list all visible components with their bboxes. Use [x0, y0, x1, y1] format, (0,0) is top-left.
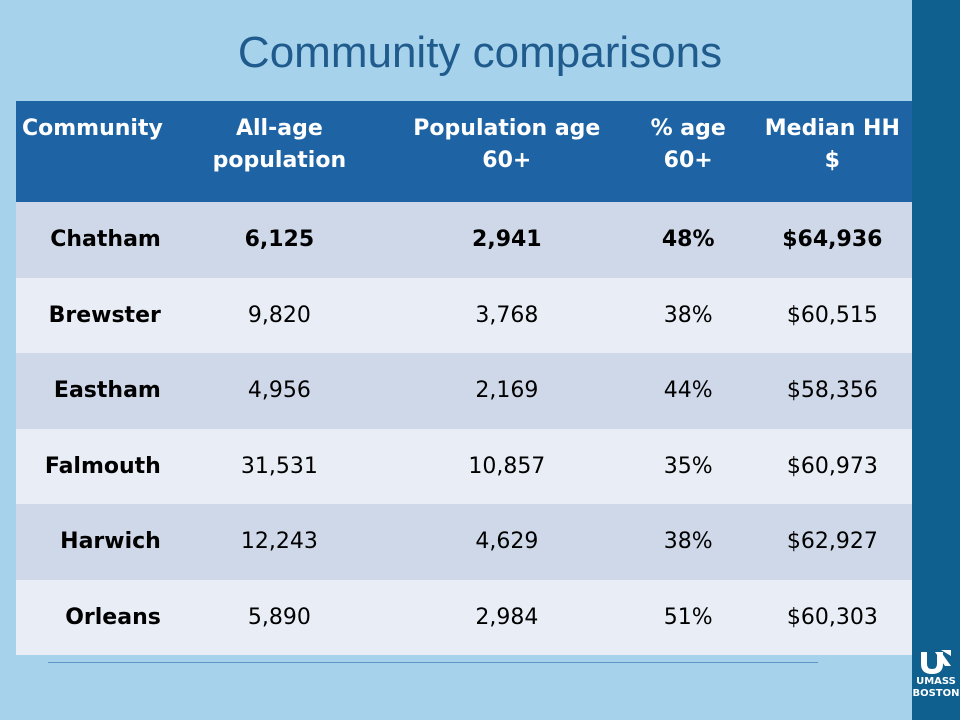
population-age-60: 10,857: [389, 428, 624, 504]
right-side-bar: [912, 0, 960, 720]
umass-boston-logo-icon: [921, 650, 951, 674]
median-hh-income: $60,303: [752, 579, 912, 655]
table-row: Eastham 4,956 2,169 44% $58,356: [16, 353, 912, 429]
table-row: Falmouth 31,531 10,857 35% $60,973: [16, 428, 912, 504]
community-name: Brewster: [16, 277, 169, 353]
all-age-population: 12,243: [168, 504, 390, 580]
community-comparison-table: Community All-age population Population …: [16, 101, 912, 655]
percent-age-60: 44%: [623, 353, 753, 429]
percent-age-60: 38%: [623, 504, 753, 580]
table-header-row: Community All-age population Population …: [16, 101, 912, 202]
table-row: Harwich 12,243 4,629 38% $62,927: [16, 504, 912, 580]
population-age-60: 2,941: [389, 202, 624, 278]
community-name: Falmouth: [16, 428, 169, 504]
community-name: Orleans: [16, 579, 169, 655]
percent-age-60: 51%: [623, 579, 753, 655]
median-hh-income: $60,515: [752, 277, 912, 353]
community-name: Chatham: [16, 202, 169, 278]
percent-age-60: 48%: [623, 202, 753, 278]
table-row: Chatham 6,125 2,941 48% $64,936: [16, 202, 912, 278]
median-hh-income: $60,973: [752, 428, 912, 504]
header-median-hh-income: Median HH $: [752, 101, 912, 202]
population-age-60: 2,984: [389, 579, 624, 655]
all-age-population: 9,820: [168, 277, 390, 353]
percent-age-60: 35%: [623, 428, 753, 504]
header-community: Community: [16, 101, 169, 202]
median-hh-income: $64,936: [752, 202, 912, 278]
logo-line-1: UMASS: [916, 676, 956, 687]
all-age-population: 5,890: [168, 579, 390, 655]
page-title: Community comparisons: [237, 28, 723, 77]
header-population-age-60: Population age 60+: [389, 101, 624, 202]
percent-age-60: 38%: [623, 277, 753, 353]
umass-boston-logo: UMASS BOSTON: [912, 648, 960, 714]
table-row: Brewster 9,820 3,768 38% $60,515: [16, 277, 912, 353]
median-hh-income: $58,356: [752, 353, 912, 429]
bottom-divider: [48, 662, 818, 663]
community-name: Eastham: [16, 353, 169, 429]
community-name: Harwich: [16, 504, 169, 580]
header-all-age-population: All-age population: [168, 101, 390, 202]
all-age-population: 4,956: [168, 353, 390, 429]
logo-line-2: BOSTON: [912, 688, 960, 699]
header-percent-age-60: % age 60+: [623, 101, 753, 202]
all-age-population: 6,125: [168, 202, 390, 278]
population-age-60: 4,629: [389, 504, 624, 580]
median-hh-income: $62,927: [752, 504, 912, 580]
all-age-population: 31,531: [168, 428, 390, 504]
population-age-60: 3,768: [389, 277, 624, 353]
table-row: Orleans 5,890 2,984 51% $60,303: [16, 579, 912, 655]
population-age-60: 2,169: [389, 353, 624, 429]
